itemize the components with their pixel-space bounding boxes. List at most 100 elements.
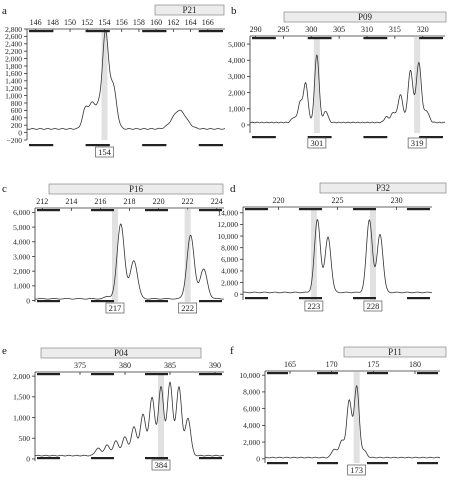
x-tick-label: 150	[64, 18, 76, 27]
y-tick-label: 10,000	[217, 232, 238, 241]
x-tick-label: 220	[272, 196, 284, 205]
x-tick-label: 385	[164, 361, 176, 370]
allele-highlight-band	[158, 373, 164, 461]
x-tick-label: 375	[74, 361, 86, 370]
bin-bar-row	[37, 457, 222, 460]
x-tick-label: 218	[124, 197, 136, 206]
allele-call-box: 217	[105, 302, 125, 314]
panel-label: b	[231, 5, 237, 17]
y-tick-label: 0	[241, 121, 245, 130]
allele-call-label: 301	[310, 138, 323, 148]
x-tick-label: 390	[209, 361, 221, 370]
allele-call-label: 217	[109, 303, 122, 313]
bin-bar-row	[37, 209, 222, 212]
allele-call-box: 228	[363, 300, 383, 312]
signal-trace	[249, 54, 446, 124]
marker-name: P16	[129, 184, 144, 194]
y-tick-label: 0	[26, 455, 30, 464]
bin-bar-row	[29, 30, 223, 33]
x-tick-label: 165	[284, 360, 296, 369]
y-tick-label: 4,000	[243, 421, 260, 430]
y-tick-label: 3,000	[228, 72, 245, 81]
y-tick-label: 2,000	[228, 88, 245, 97]
y-tick-label: 200	[11, 121, 23, 130]
y-tick-label: 2,800	[5, 25, 22, 34]
allele-call-label: 228	[367, 301, 380, 311]
panel-label: f	[230, 345, 234, 357]
marker-name: P32	[376, 183, 390, 193]
allele-call-label: 222	[181, 303, 194, 313]
x-tick-label: 154	[98, 18, 110, 27]
x-tick-label: 295	[277, 25, 289, 34]
allele-call-label: 173	[350, 465, 363, 475]
bin-bar-row	[245, 297, 430, 300]
bin-bar-row	[267, 462, 438, 465]
y-tick-label: 1,000	[13, 282, 30, 291]
y-tick-label: 2,400	[5, 40, 22, 49]
bin-bar-row	[29, 144, 223, 147]
y-tick-label: 500	[19, 434, 31, 443]
marker-title-bar: P09	[283, 11, 447, 23]
y-tick-label: 6,000	[243, 404, 260, 413]
allele-highlight-band	[353, 372, 360, 463]
y-tick-label: 1,000	[228, 105, 245, 114]
y-tick-label: 4,000	[13, 238, 30, 247]
y-tick-label: 1,200	[5, 84, 22, 93]
y-tick-label: 400	[11, 114, 23, 123]
y-tick-label: 1,400	[5, 77, 22, 86]
allele-call-box: 222	[178, 302, 198, 314]
x-tick-label: 225	[332, 196, 344, 205]
y-tick-label: 1,600	[5, 69, 22, 78]
y-tick-label: 6,000	[13, 208, 30, 217]
x-tick-label: 230	[391, 196, 403, 205]
x-tick-label: 305	[333, 25, 345, 34]
y-tick-label: 2,200	[5, 47, 22, 56]
y-tick-label: 5,000	[13, 223, 30, 232]
y-tick-label: 800	[11, 99, 23, 108]
allele-highlight-band	[313, 37, 320, 133]
marker-title-bar: P16	[48, 183, 224, 195]
signal-trace	[35, 223, 225, 300]
y-tick-label: 600	[11, 106, 23, 115]
x-tick-label: 146	[30, 18, 42, 27]
x-tick-label: 152	[81, 18, 93, 27]
marker-name: P09	[358, 12, 373, 22]
marker-title-bar: P11	[343, 346, 447, 358]
y-tick-label: −200	[7, 136, 23, 145]
x-tick-label: 310	[361, 25, 373, 34]
x-tick-label: 300	[305, 25, 317, 34]
y-tick-label: 2,000	[13, 267, 30, 276]
bin-bar-row	[252, 136, 443, 139]
bin-bar-row	[267, 372, 438, 375]
x-tick-label: 224	[211, 197, 223, 206]
y-tick-label: 2,000	[13, 372, 30, 381]
y-tick-label: 1,000	[13, 413, 30, 422]
x-tick-label: 158	[133, 18, 145, 27]
signal-trace	[34, 381, 225, 457]
y-tick-label: 8,000	[243, 388, 260, 397]
y-tick-label: 2,000	[5, 54, 22, 63]
x-tick-label: 156	[116, 18, 128, 27]
y-tick-label: 1,500	[13, 393, 30, 402]
x-tick-label: 162	[167, 18, 179, 27]
x-tick-label: 315	[389, 25, 401, 34]
bin-bar-row	[245, 208, 430, 211]
y-tick-label: 0	[256, 455, 260, 464]
y-tick-label: 1,800	[5, 62, 22, 71]
y-tick-label: 2,600	[5, 32, 22, 41]
panel-b: b P09 290 295 300 305 310 315 320 0 1,000 2,000 3,00…	[228, 5, 447, 149]
x-tick-label: 175	[367, 360, 379, 369]
panel-label: a	[2, 5, 7, 17]
y-tick-label: 10,000	[239, 371, 260, 380]
signal-trace	[242, 218, 433, 294]
y-tick-label: 1,000	[5, 91, 22, 100]
allele-highlight-band	[111, 209, 118, 302]
y-tick-label: 6,000	[221, 255, 238, 264]
marker-name: P04	[114, 348, 129, 358]
y-tick-label: 0	[18, 128, 22, 137]
panel-label: e	[2, 345, 7, 357]
x-tick-label: 164	[185, 18, 197, 27]
y-tick-label: 3,000	[13, 252, 30, 261]
bin-bar-row	[252, 37, 443, 40]
